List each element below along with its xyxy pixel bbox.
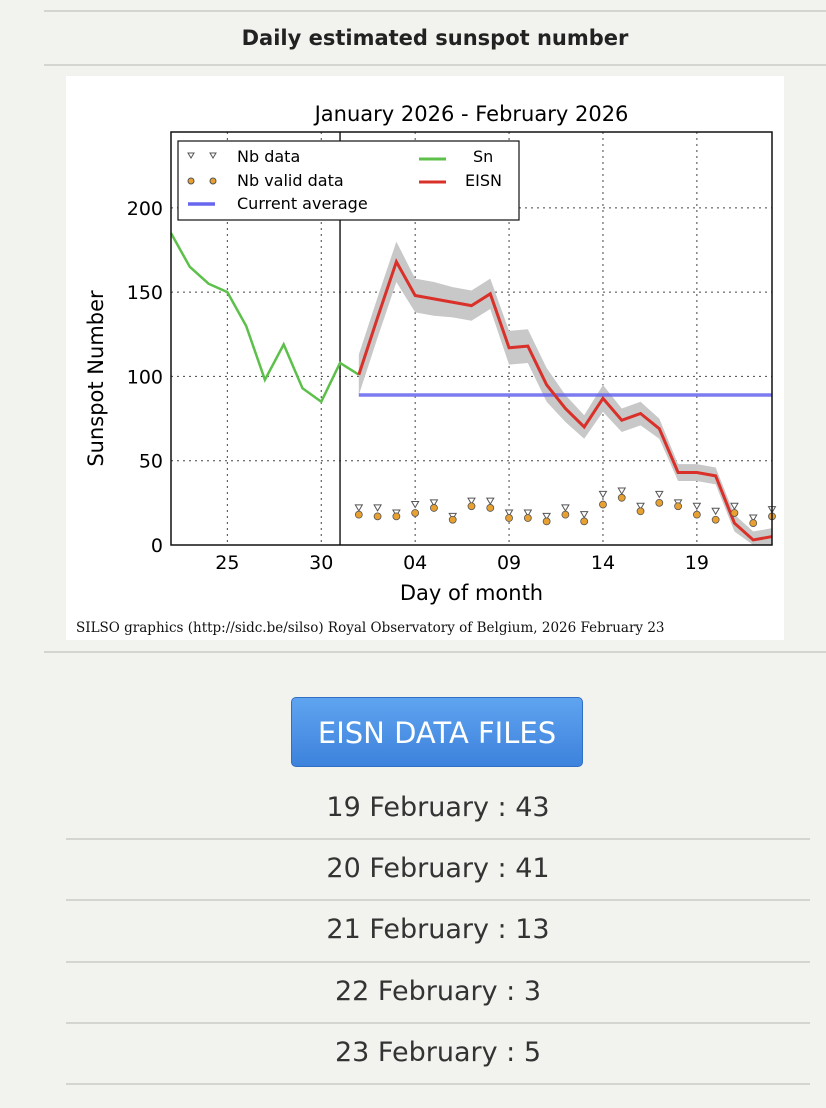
sn-line bbox=[169, 232, 360, 404]
x-tick-label: 30 bbox=[309, 552, 333, 574]
legend-label: Nb valid data bbox=[237, 171, 344, 190]
nb-data-marker bbox=[654, 490, 664, 499]
x-tick-label: 04 bbox=[403, 552, 427, 574]
nb-data-marker bbox=[429, 499, 439, 507]
nb-data-marker bbox=[523, 509, 533, 517]
list-item: 20 February : 41 bbox=[326, 853, 550, 884]
nb-valid-marker bbox=[430, 504, 438, 512]
plot-frame bbox=[170, 131, 773, 546]
list-item: 22 February : 3 bbox=[334, 976, 542, 1007]
legend-label: EISN bbox=[465, 171, 502, 190]
legend-valid-icon bbox=[209, 177, 217, 185]
eisn-error-band bbox=[358, 241, 772, 546]
nb-valid-marker bbox=[392, 512, 401, 521]
nb-data-marker bbox=[617, 487, 627, 496]
nb-valid-marker bbox=[354, 510, 363, 519]
y-axis-label: Sunspot Number bbox=[84, 290, 108, 467]
legend-valid-icon bbox=[187, 177, 195, 185]
divider bbox=[66, 961, 810, 963]
nb-valid-marker bbox=[655, 498, 664, 507]
divider bbox=[66, 838, 810, 840]
nb-valid-marker bbox=[373, 512, 382, 521]
nb-valid-marker bbox=[486, 504, 495, 512]
legend-label: Nb data bbox=[237, 147, 300, 166]
nb-data-marker bbox=[636, 502, 645, 511]
x-tick-label: 09 bbox=[497, 552, 521, 574]
divider bbox=[44, 10, 826, 12]
list-item: 21 February : 13 bbox=[326, 914, 550, 945]
nb-data-marker bbox=[561, 504, 570, 512]
nb-data-marker bbox=[373, 504, 382, 512]
chart-credit: SILSO graphics (http://sidc.be/silso) Ro… bbox=[76, 620, 665, 636]
nb-valid-marker bbox=[674, 502, 682, 511]
nb-data-marker bbox=[711, 507, 721, 516]
y-tick-label: 0 bbox=[151, 535, 163, 557]
nb-valid-marker bbox=[505, 514, 513, 522]
legend-box bbox=[177, 140, 520, 221]
nb-valid-marker bbox=[636, 507, 645, 516]
nb-valid-marker bbox=[467, 502, 476, 511]
nb-data-marker bbox=[467, 497, 476, 506]
nb-data-marker bbox=[748, 514, 758, 523]
nb-data-marker bbox=[542, 512, 551, 521]
list-item: 23 February : 5 bbox=[334, 1037, 542, 1068]
nb-valid-marker bbox=[749, 519, 758, 527]
x-axis-label: Day of month bbox=[400, 581, 543, 605]
nb-valid-marker bbox=[730, 509, 739, 517]
nb-valid-marker bbox=[448, 515, 457, 524]
sunspot-chart: 25 30 04 09 14 19 0 50 100 150 200 Nb data Nb valid … bbox=[66, 76, 784, 640]
nb-valid-marker bbox=[561, 510, 570, 519]
x-tick-label: 14 bbox=[591, 552, 615, 574]
y-tick-label: 200 bbox=[127, 198, 163, 220]
y-tick-label: 50 bbox=[139, 451, 163, 473]
x-tick-label: 19 bbox=[685, 552, 709, 574]
nb-valid-marker bbox=[617, 493, 626, 502]
nb-data-marker bbox=[692, 502, 702, 511]
nb-data-marker bbox=[730, 502, 739, 511]
nb-data-marker bbox=[598, 490, 608, 499]
nb-data-marker bbox=[354, 504, 364, 512]
chart-title: January 2026 - February 2026 bbox=[313, 102, 629, 126]
nb-data-marker bbox=[504, 509, 514, 517]
section-title: Daily estimated sunspot number bbox=[241, 26, 629, 50]
divider bbox=[44, 651, 826, 653]
nb-valid-marker bbox=[523, 514, 532, 522]
nb-data-marker bbox=[410, 501, 420, 509]
nb-valid-marker bbox=[542, 517, 551, 526]
nb-valid-marker bbox=[580, 517, 589, 526]
list-item: 19 February : 43 bbox=[326, 792, 550, 823]
y-tick-label: 150 bbox=[127, 282, 163, 304]
eisn-data-files-button[interactable]: EISN DATA FILES bbox=[291, 697, 583, 767]
nb-data-marker bbox=[579, 511, 589, 519]
nb-valid-marker bbox=[711, 515, 720, 524]
legend-nb-data-icon bbox=[187, 152, 217, 159]
divider bbox=[66, 899, 810, 901]
divider bbox=[66, 1083, 810, 1085]
chart-svg: 25 30 04 09 14 19 0 50 100 150 200 Nb data Nb valid … bbox=[84, 102, 777, 605]
divider bbox=[66, 1022, 810, 1024]
x-tick-label: 25 bbox=[215, 552, 239, 574]
eisn-line bbox=[357, 258, 773, 542]
nb-valid-marker bbox=[692, 510, 701, 519]
nb-valid-marker bbox=[599, 500, 607, 509]
nb-valid-marker bbox=[411, 509, 420, 517]
divider bbox=[44, 64, 826, 66]
legend-label: Current average bbox=[237, 194, 368, 213]
nb-data-marker bbox=[485, 497, 495, 506]
y-tick-label: 100 bbox=[127, 366, 163, 388]
legend-label: Sn bbox=[473, 147, 493, 166]
